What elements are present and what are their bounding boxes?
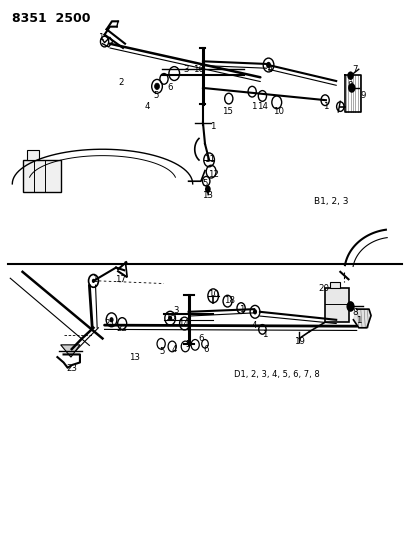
Circle shape <box>252 309 256 314</box>
Text: 18: 18 <box>224 296 234 304</box>
FancyBboxPatch shape <box>324 288 348 322</box>
Circle shape <box>92 279 95 283</box>
Text: 6: 6 <box>198 334 203 343</box>
Circle shape <box>168 316 172 321</box>
Text: 21: 21 <box>104 319 115 328</box>
Text: 4: 4 <box>171 345 177 353</box>
Text: 15: 15 <box>164 313 175 321</box>
Text: 8351  2500: 8351 2500 <box>12 12 90 25</box>
Text: 5: 5 <box>153 92 158 100</box>
Text: 2: 2 <box>118 78 124 87</box>
Text: 13: 13 <box>201 191 212 200</box>
Text: 1: 1 <box>238 305 244 313</box>
Text: B1, 2, 3: B1, 2, 3 <box>313 197 347 206</box>
Text: 4: 4 <box>251 321 256 329</box>
FancyBboxPatch shape <box>22 160 61 192</box>
Text: 7: 7 <box>351 65 357 74</box>
Text: 15: 15 <box>222 108 232 116</box>
Circle shape <box>204 185 210 193</box>
Text: 5: 5 <box>185 341 191 349</box>
Circle shape <box>154 83 159 90</box>
Text: 17: 17 <box>115 276 126 284</box>
Text: 1: 1 <box>251 102 256 111</box>
Text: 1: 1 <box>91 276 97 284</box>
Text: 10: 10 <box>273 108 283 116</box>
Text: 14: 14 <box>178 319 188 328</box>
Text: 19: 19 <box>293 337 304 345</box>
Text: 1: 1 <box>322 102 328 111</box>
FancyBboxPatch shape <box>27 150 39 160</box>
Circle shape <box>347 83 355 93</box>
Text: 3: 3 <box>173 306 179 314</box>
Text: 11: 11 <box>203 156 214 164</box>
Polygon shape <box>61 345 80 357</box>
Text: 4: 4 <box>144 102 150 111</box>
Text: 5: 5 <box>159 348 164 356</box>
Text: 23: 23 <box>66 365 77 373</box>
Circle shape <box>109 317 113 322</box>
Circle shape <box>265 62 270 68</box>
Text: 10: 10 <box>207 290 218 299</box>
Text: 5: 5 <box>202 180 207 188</box>
Polygon shape <box>353 309 370 328</box>
Text: 12: 12 <box>207 171 218 179</box>
Text: 22: 22 <box>117 325 127 333</box>
Text: D1, 2, 3, 4, 5, 6, 7, 8: D1, 2, 3, 4, 5, 6, 7, 8 <box>233 370 319 378</box>
Text: 1: 1 <box>210 123 216 131</box>
Text: 6: 6 <box>203 345 209 353</box>
Text: 1: 1 <box>355 317 361 325</box>
Text: 9: 9 <box>359 92 365 100</box>
Text: 1: 1 <box>97 33 103 42</box>
Circle shape <box>346 301 354 312</box>
Text: 4: 4 <box>267 65 273 74</box>
Text: 13: 13 <box>129 353 139 361</box>
Text: 3: 3 <box>183 65 189 74</box>
Text: 1: 1 <box>261 330 267 338</box>
Circle shape <box>346 71 353 80</box>
Text: 8: 8 <box>351 309 357 317</box>
Text: 16: 16 <box>193 65 204 74</box>
Text: 20: 20 <box>318 285 328 293</box>
Text: 14: 14 <box>256 102 267 111</box>
FancyBboxPatch shape <box>329 282 339 288</box>
Text: 8: 8 <box>347 81 353 90</box>
Text: 6: 6 <box>167 84 173 92</box>
